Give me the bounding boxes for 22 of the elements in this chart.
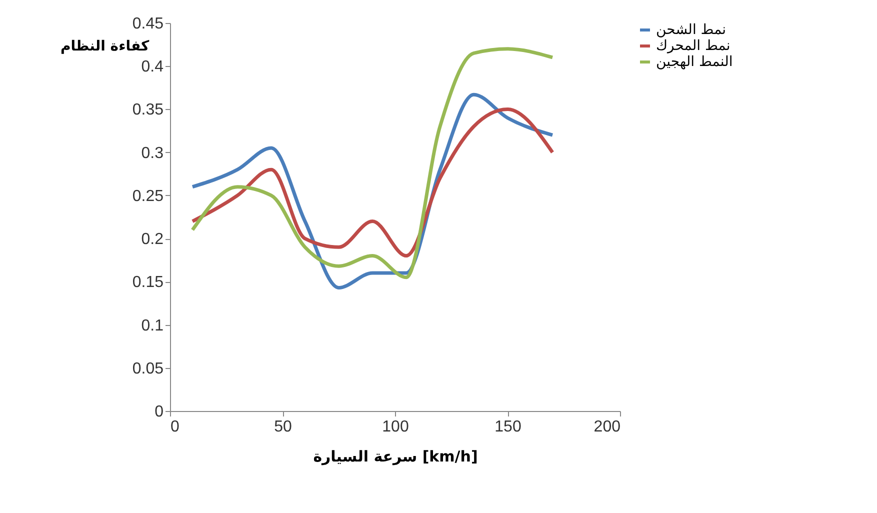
y-tick-label: 0: [154, 404, 164, 420]
x-tick-label: 200: [594, 418, 621, 436]
x-tick-label: 50: [274, 418, 292, 436]
legend-label: نمط الشحن: [656, 22, 726, 38]
y-tick-label: 0.45: [132, 16, 164, 32]
x-tick-label: 100: [382, 418, 409, 436]
y-axis-title: كفاءة النظام: [60, 38, 150, 54]
legend-label: النمط الهجين: [656, 54, 733, 70]
y-tick-label: 0.3: [141, 144, 164, 162]
line-series: [190, 107, 554, 258]
y-tick-label: 0.35: [132, 102, 164, 119]
legend-label: نمط المحرك: [656, 38, 730, 54]
x-tick-label: 150: [494, 418, 522, 436]
x-tick-label: 0: [170, 418, 180, 436]
line-series: [190, 47, 554, 280]
x-axis-title: سرعة السيارة [km/h]: [313, 448, 478, 466]
y-tick-label: 0.2: [141, 231, 164, 248]
y-tick-label: 0.05: [132, 360, 164, 378]
y-tick-label: 0.15: [132, 274, 164, 292]
y-tick-label: 0.25: [132, 188, 164, 205]
y-tick-label: 0.4: [141, 58, 164, 76]
y-tick-label: 0.1: [141, 317, 164, 334]
